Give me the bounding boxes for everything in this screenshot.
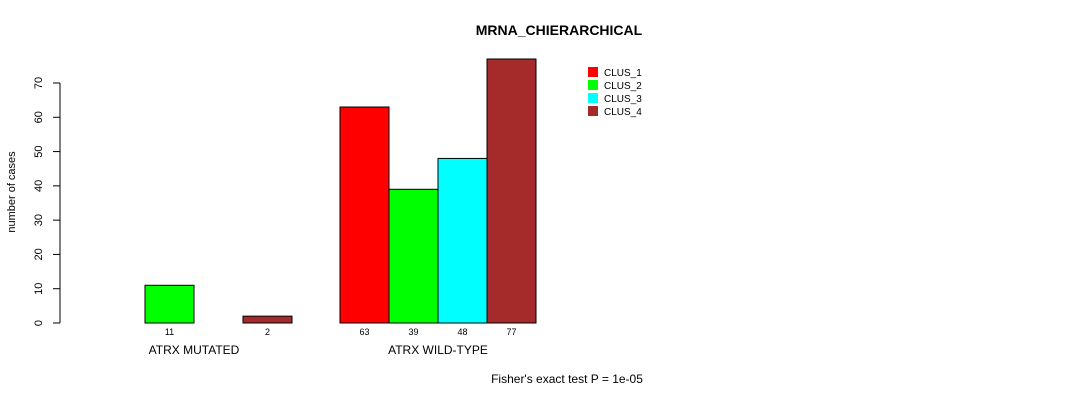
y-axis-label: number of cases [6, 151, 18, 233]
bar-clus-2-1 [388, 188, 439, 324]
y-tick-label: 10 [33, 283, 45, 295]
bars [144, 58, 537, 324]
fisher-test-annotation: Fisher's exact test P = 1e-05 [491, 372, 643, 386]
bar-clus-1-1 [339, 106, 390, 324]
y-tick-label: 20 [33, 248, 45, 260]
y-tick-label: 50 [33, 145, 45, 157]
y-tick-label: 60 [33, 111, 45, 123]
bar-clus-4-1 [486, 58, 537, 324]
bar-value-labels: 11 2 63 39 48 77 [165, 327, 517, 337]
bar-clus-3-1 [437, 157, 488, 324]
chart-title: MRNA_CHIERARCHICAL [476, 22, 643, 38]
y-tick-label: 30 [33, 214, 45, 226]
bar-value-label: 63 [359, 327, 369, 337]
legend-swatch [588, 80, 598, 90]
legend-label: CLUS_2 [604, 81, 642, 92]
legend-swatch [588, 106, 598, 116]
bar-value-label: 2 [265, 327, 270, 337]
bar-clus-4-0 [242, 315, 293, 324]
legend-label: CLUS_3 [604, 94, 642, 105]
y-axis: 0 10 20 30 40 50 60 70 [33, 77, 61, 326]
category-label: ATRX WILD-TYPE [388, 343, 488, 357]
y-tick-label: 70 [33, 77, 45, 89]
bar-clus-2-0 [144, 284, 195, 324]
legend-swatch [588, 67, 598, 77]
legend: CLUS_1 CLUS_2 CLUS_3 CLUS_4 [588, 67, 642, 118]
category-label: ATRX MUTATED [149, 343, 240, 357]
legend-label: CLUS_4 [604, 107, 642, 118]
bar-value-label: 77 [506, 327, 516, 337]
bar-value-label: 48 [457, 327, 467, 337]
bar-value-label: 11 [165, 327, 174, 337]
legend-swatch [588, 93, 598, 103]
y-tick-label: 40 [33, 180, 45, 192]
bar-value-label: 39 [408, 327, 418, 337]
y-tick-label: 0 [33, 320, 45, 326]
legend-label: CLUS_1 [604, 68, 642, 79]
group-labels: ATRX MUTATED ATRX WILD-TYPE [149, 343, 488, 357]
